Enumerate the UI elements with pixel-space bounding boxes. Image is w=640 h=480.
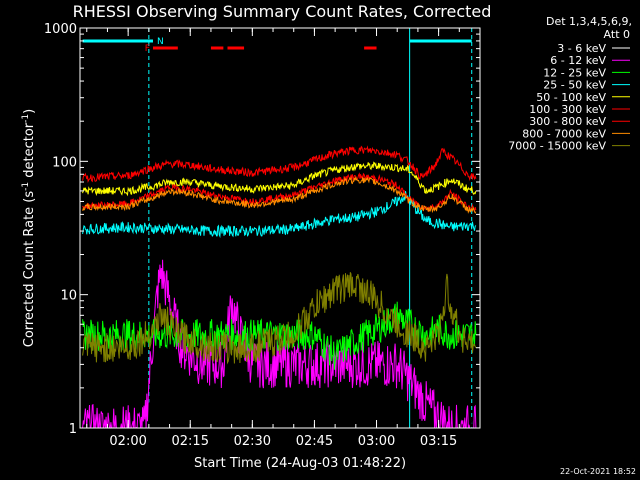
legend-label-5: 50 - 100 keV: [536, 91, 606, 104]
series-line-8: [82, 176, 477, 214]
legend-label-8: 800 - 7000 keV: [522, 127, 606, 140]
footer-date: 22-Oct-2021 18:52: [560, 467, 636, 476]
x-tick-label-4: 02:45: [296, 434, 333, 449]
x-axis-label: Start Time (24-Aug-03 01:48:22): [194, 456, 406, 471]
legend-label-6: 100 - 300 keV: [529, 103, 606, 116]
series-line-4: [82, 191, 477, 239]
legend-label-3: 12 - 25 keV: [543, 66, 606, 79]
y-tick-label-4: 1000: [44, 22, 77, 37]
axes: 1 10 100 1000 02:00 02:15 02:30 02:45 03:00 03:15: [44, 22, 481, 449]
y-tick-label-3: 100: [52, 155, 77, 170]
legend-label-2: 6 - 12 keV: [550, 54, 606, 67]
y-axis-label-part-1: Corrected Count Rate (s: [22, 191, 37, 348]
y-axis-label: Corrected Count Rate (s-1 detector-1): [21, 109, 37, 347]
flag-label-f: F: [145, 44, 150, 54]
series-line-6: [82, 145, 477, 183]
y-tick-label-1: 1: [69, 422, 77, 437]
legend-label-1: 3 - 6 keV: [557, 42, 606, 55]
legend-label-9: 7000 - 15000 keV: [508, 140, 606, 153]
y-axis-label-part-2: detector: [22, 122, 37, 182]
series-line-5: [82, 161, 477, 197]
y-axis-label-part-3: ): [22, 109, 37, 114]
x-tick-label-6: 03:15: [420, 434, 457, 449]
legend-header-2: Att 0: [604, 28, 630, 41]
x-tick-label-2: 02:15: [172, 434, 209, 449]
plot-clipped-group: [82, 28, 477, 428]
legend-label-4: 25 - 50 keV: [543, 79, 606, 92]
y-axis-label-sup-2: -1: [21, 114, 31, 123]
x-tick-label-5: 03:00: [358, 434, 395, 449]
legend-header-1: Det 1,3,4,5,6,9,: [546, 15, 632, 28]
plot-frame: [79, 27, 481, 429]
x-tick-label-1: 02:00: [109, 434, 146, 449]
series-line-9: [82, 272, 477, 365]
plot-area: FN: [82, 28, 477, 428]
series-line-7: [82, 172, 477, 213]
flag-label-n: N: [157, 37, 164, 47]
chart-title: RHESSI Observing Summary Count Rates, Co…: [73, 2, 492, 21]
legend-label-7: 300 - 800 keV: [529, 115, 606, 128]
x-tick-label-3: 02:30: [234, 434, 271, 449]
y-tick-label-2: 10: [60, 289, 77, 304]
y-axis-label-sup-1: -1: [21, 182, 31, 191]
